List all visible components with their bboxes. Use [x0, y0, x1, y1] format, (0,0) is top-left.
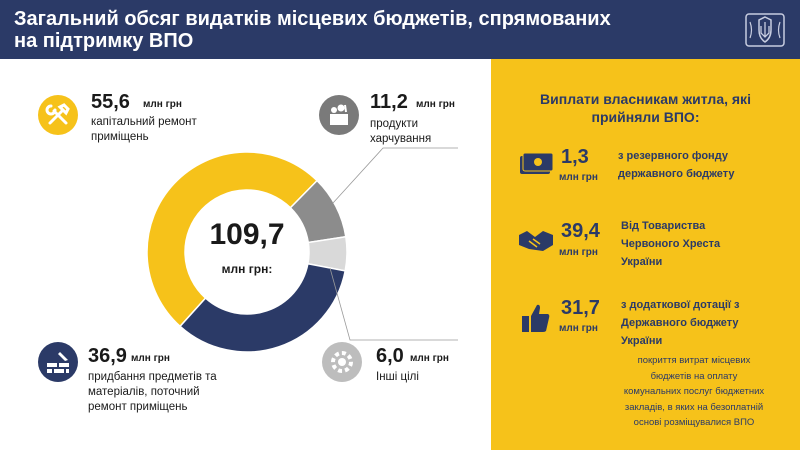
payment-desc-reserve-line-2: державного бюджету	[618, 168, 735, 180]
slice-unit-other: млн грн	[410, 353, 449, 364]
slice-desc-food: продукти харчування	[370, 117, 431, 147]
money-icon	[520, 152, 554, 174]
payment-desc-subsidy-line-3: України	[621, 335, 663, 347]
header-bar: Загальний обсяг видатків місцевих бюджет…	[0, 0, 800, 59]
donut-slice-repair	[146, 151, 319, 328]
payment-note-line-3: комунальних послуг бюджетних	[623, 386, 765, 397]
donut-total-unit: млн грн:	[221, 262, 273, 276]
food-basket-icon	[319, 95, 359, 135]
panel-title-line-2: прийняли ВПО:	[591, 109, 700, 125]
slice-value-repair: 55,6	[91, 91, 130, 113]
payment-value-subsidy: 31,7	[561, 297, 600, 319]
handshake-icon	[519, 231, 553, 251]
slice-value-food: 11,2	[370, 91, 408, 113]
coat-of-arms-icon	[745, 13, 785, 47]
slice-desc-repair-line-1: капітальний ремонт	[91, 116, 197, 128]
title-line-1: Загальний обсяг видатків місцевих бюджет…	[14, 8, 611, 30]
donut-total-value: 109,7	[209, 218, 285, 251]
payment-desc-reserve-line-1: з резервного фонду	[618, 150, 728, 162]
payment-unit-red-cross: млн грн	[559, 247, 598, 258]
panel-title-line-1: Виплати власникам житла, які	[540, 91, 751, 107]
slice-desc-materials: придбання предметів та матеріалів, поточ…	[88, 370, 217, 415]
title-line-2: на підтримку ВПО	[14, 30, 194, 52]
payment-desc-red-cross-line-1: Від Товариства	[621, 220, 706, 232]
donut-chart	[146, 147, 458, 353]
slice-desc-materials-line-2: матеріалів, поточний	[88, 386, 200, 398]
slice-unit-food: млн грн	[416, 99, 455, 110]
panel-title: Виплати власникам житла, які прийняли ВП…	[491, 90, 800, 126]
payment-note-line-2: бюджетів на оплату	[650, 370, 738, 382]
brick-wall-icon	[38, 342, 78, 382]
payment-unit-reserve: млн грн	[559, 172, 598, 183]
payment-desc-red-cross-line-2: Червоного Хреста	[621, 238, 721, 250]
payments-panel: Виплати власникам житла, які прийняли ВП…	[491, 59, 800, 450]
thumbs-up-icon	[522, 304, 550, 332]
slice-desc-food-line-2: харчування	[370, 133, 432, 145]
slice-value-materials: 36,9	[88, 345, 127, 367]
tools-icon	[38, 95, 78, 135]
payment-value-reserve: 1,3	[561, 146, 589, 168]
payment-desc-red-cross: Від Товариства Червоного Хреста України	[621, 217, 720, 271]
payment-desc-reserve: з резервного фонду державного бюджету	[618, 147, 735, 183]
payment-desc-subsidy-line-2: Державного бюджету	[621, 317, 739, 329]
payment-value-red-cross: 39,4	[561, 220, 600, 242]
payment-desc-red-cross-line-3: України	[621, 256, 663, 268]
slice-desc-repair: капітальний ремонт приміщень	[91, 115, 197, 145]
slice-desc-repair-line-2: приміщень	[91, 131, 149, 143]
slice-unit-repair: млн грн	[143, 99, 182, 110]
payment-unit-subsidy: млн грн	[559, 323, 598, 334]
payment-note-line-4: закладів, в яких на безоплатній	[624, 401, 764, 413]
slice-desc-food-line-1: продукти	[370, 118, 419, 130]
slice-desc-materials-line-3: ремонт приміщень	[88, 401, 188, 413]
payment-note-subsidy: покриття витрат місцевих бюджетів на опл…	[609, 353, 779, 431]
payment-desc-subsidy: з додаткової дотації з Державного бюджет…	[621, 296, 740, 350]
payment-desc-subsidy-line-1: з додаткової дотації з	[621, 299, 740, 311]
slice-desc-materials-line-1: придбання предметів та	[88, 371, 217, 383]
donut-slice-materials	[179, 262, 347, 353]
slice-desc-other-line-1: Інші цілі	[376, 371, 419, 383]
page-title: Загальний обсяг видатків місцевих бюджет…	[14, 8, 714, 52]
payment-note-line-1: покриття витрат місцевих	[637, 355, 751, 366]
gear-icon	[322, 342, 362, 382]
slice-unit-materials: млн грн	[131, 353, 170, 364]
slice-desc-other: Інші цілі	[376, 370, 419, 385]
slice-value-other: 6,0	[376, 345, 404, 367]
payment-note-line-5: основі розміщувалися ВПО	[633, 417, 755, 428]
